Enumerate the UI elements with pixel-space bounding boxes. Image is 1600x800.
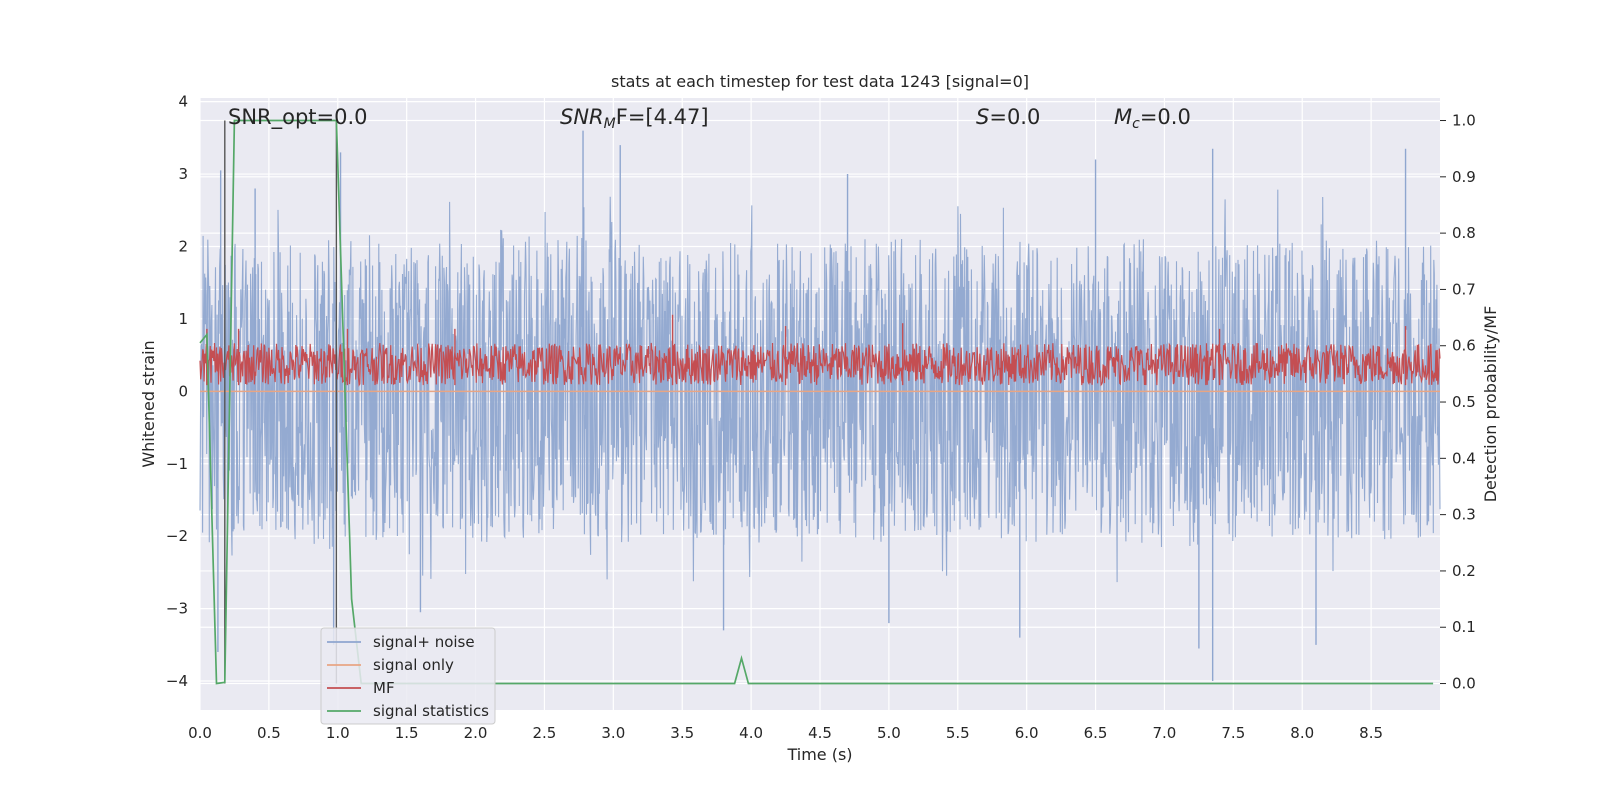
x-tick-0: 0.0 xyxy=(188,724,212,742)
x-tick-6: 3.0 xyxy=(601,724,625,742)
legend: signal+ noise signal only MF signal statist… xyxy=(320,627,496,725)
annotation-mc-tail: =0.0 xyxy=(1140,105,1191,129)
y-tick-8: −4 xyxy=(166,672,188,690)
y2-tick-8: 0.2 xyxy=(1452,562,1476,580)
annotations: SNR_opt=0.0 SNRMF=[4.47] S=0.0 Mc=0.0 xyxy=(228,105,1191,132)
annotation-snr-mf-main: SNR xyxy=(560,105,604,129)
annotation-snr-mf: SNRMF=[4.47] xyxy=(560,105,709,132)
series-mf-line xyxy=(199,342,1441,387)
x-tick-14: 7.0 xyxy=(1153,724,1177,742)
legend-label-0: signal+ noise xyxy=(373,633,475,651)
series-signal-statistics-line xyxy=(199,119,1434,685)
y-tick-6: −2 xyxy=(166,527,188,545)
annotation-mc: Mc=0.0 xyxy=(1114,105,1191,132)
y2-tick-3: 0.7 xyxy=(1452,280,1476,298)
legend-box xyxy=(320,627,496,725)
x-tick-12: 6.0 xyxy=(1015,724,1039,742)
series-signal-noise xyxy=(199,130,1441,682)
vertical-lines xyxy=(224,120,338,684)
annotation-s: S=0.0 xyxy=(976,105,1040,129)
y2-tick-9: 0.1 xyxy=(1452,618,1476,636)
y2-tick-10: 0.0 xyxy=(1452,675,1476,693)
chart-title: stats at each timestep for test data 124… xyxy=(611,72,1029,91)
y-tick-3: 1 xyxy=(178,310,188,328)
x-tick-8: 4.0 xyxy=(739,724,763,742)
series-mf xyxy=(199,314,1441,387)
annotation-s-main: S xyxy=(976,105,989,129)
annotation-snr-mf-sub: M xyxy=(604,116,616,132)
x-tick-17: 8.5 xyxy=(1359,724,1383,742)
x-tick-11: 5.5 xyxy=(946,724,970,742)
y2-tick-5: 0.5 xyxy=(1452,393,1476,411)
y2-tick-4: 0.6 xyxy=(1452,337,1476,355)
x-axis-label: Time (s) xyxy=(786,745,852,764)
x-tick-10: 5.0 xyxy=(877,724,901,742)
x-tick-7: 3.5 xyxy=(670,724,694,742)
x-tick-15: 7.5 xyxy=(1221,724,1245,742)
x-tick-3: 1.5 xyxy=(395,724,419,742)
series-signal-statistics xyxy=(199,119,1434,685)
annotation-s-tail: =0.0 xyxy=(989,105,1040,129)
y2-tick-0: 1.0 xyxy=(1452,112,1476,130)
annotation-mc-sub: c xyxy=(1132,116,1140,132)
y-axis-label: Whitened strain xyxy=(139,340,158,467)
y-tick-5: −1 xyxy=(166,455,188,473)
y-tick-4: 0 xyxy=(178,382,188,400)
ticks: 0.0 0.5 1.0 1.5 2.0 2.5 3.0 3.5 4.0 4.5 5.0 5.5 6.0 6… xyxy=(166,93,1476,742)
x-tick-1: 0.5 xyxy=(257,724,281,742)
y-tick-1: 3 xyxy=(178,165,188,183)
y-tick-2: 2 xyxy=(178,237,188,255)
y2-axis-label: Detection probability/MF xyxy=(1481,306,1500,503)
x-tick-9: 4.5 xyxy=(808,724,832,742)
y2-tick-6: 0.4 xyxy=(1452,449,1476,467)
annotation-mc-main: M xyxy=(1114,105,1132,129)
x-tick-16: 8.0 xyxy=(1290,724,1314,742)
x-tick-4: 2.0 xyxy=(464,724,488,742)
x-tick-13: 6.5 xyxy=(1084,724,1108,742)
x-tick-5: 2.5 xyxy=(533,724,557,742)
legend-label-1: signal only xyxy=(373,656,454,674)
y2-tick-1: 0.9 xyxy=(1452,168,1476,186)
annotation-snr-mf-tail: F=[4.47] xyxy=(616,105,709,129)
legend-label-2: MF xyxy=(373,679,395,697)
y2-tick-2: 0.8 xyxy=(1452,224,1476,242)
x-tick-2: 1.0 xyxy=(326,724,350,742)
y-tick-7: −3 xyxy=(166,600,188,618)
y-tick-0: 4 xyxy=(178,93,188,111)
legend-label-3: signal statistics xyxy=(373,702,489,720)
y2-tick-7: 0.3 xyxy=(1452,506,1476,524)
annotation-snr-opt: SNR_opt=0.0 xyxy=(228,105,368,130)
